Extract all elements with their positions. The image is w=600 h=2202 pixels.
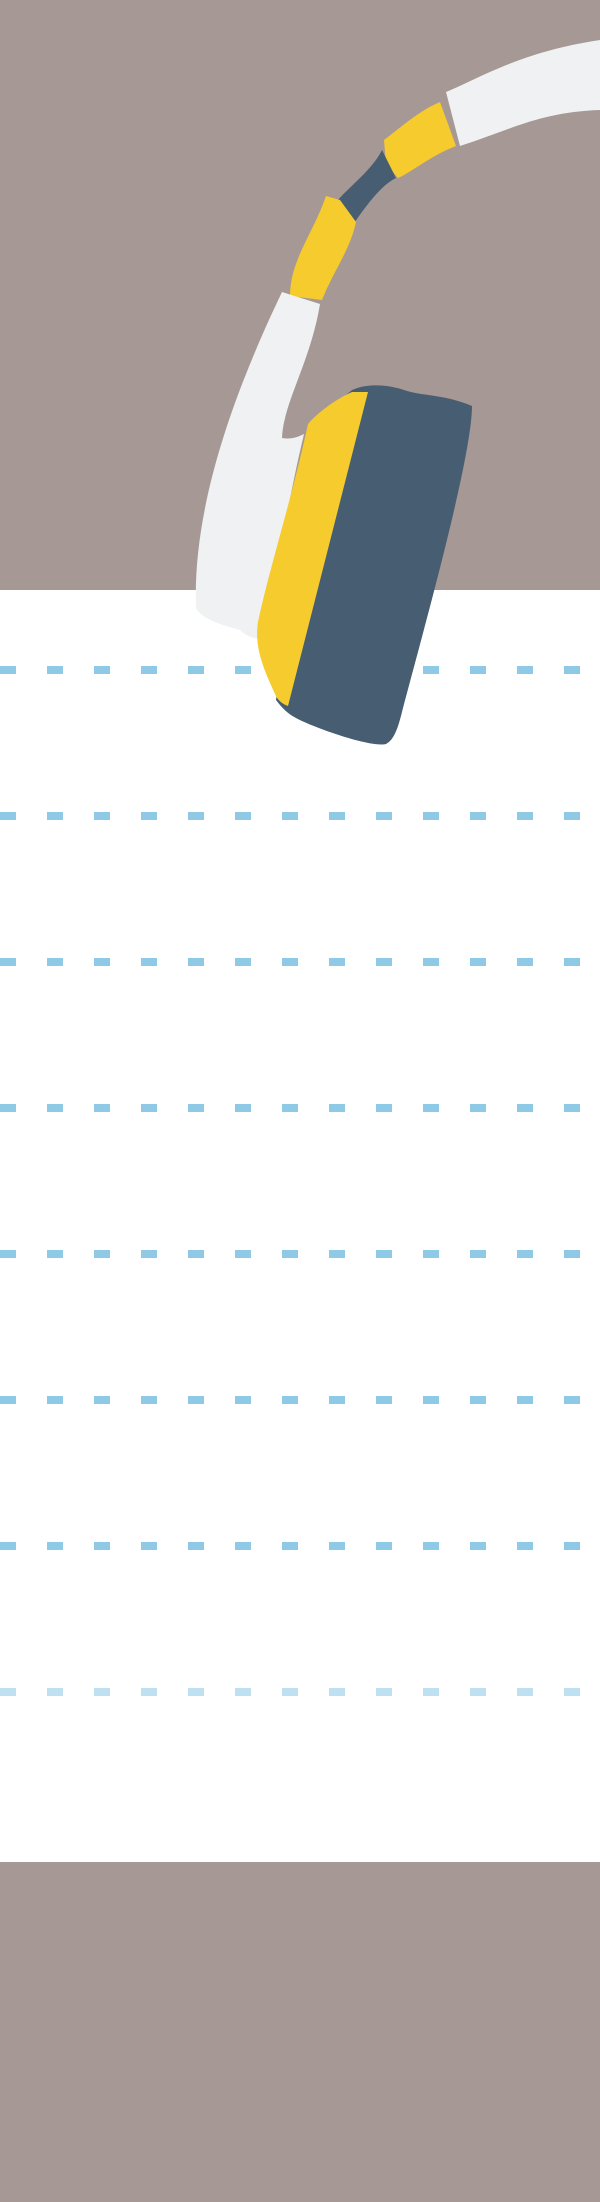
ruled-line <box>0 1250 600 1258</box>
bottom-background-band <box>0 1862 600 2202</box>
ruled-line <box>0 1396 600 1404</box>
ruled-line <box>0 958 600 966</box>
top-background-band <box>0 0 600 590</box>
ruled-line <box>0 666 600 674</box>
ruled-line <box>0 1688 600 1696</box>
ruled-line <box>0 1104 600 1112</box>
ruled-line <box>0 812 600 820</box>
ruled-line <box>0 1542 600 1550</box>
lined-paper <box>0 590 600 1862</box>
